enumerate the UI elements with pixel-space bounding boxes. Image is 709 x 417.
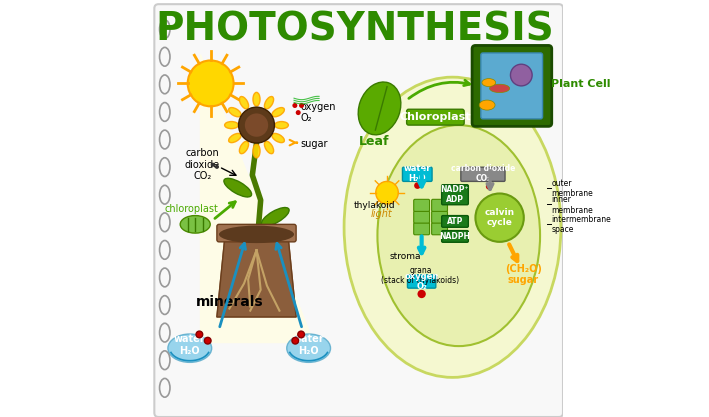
Text: Leaf: Leaf <box>359 135 390 148</box>
Circle shape <box>298 331 304 338</box>
Circle shape <box>299 103 304 108</box>
Circle shape <box>476 193 524 242</box>
Text: grana
(stack of thylakoids): grana (stack of thylakoids) <box>381 266 459 286</box>
FancyBboxPatch shape <box>481 53 542 119</box>
Ellipse shape <box>228 133 241 143</box>
Text: carbon
dioxide
CO₂: carbon dioxide CO₂ <box>185 148 220 181</box>
Ellipse shape <box>286 334 330 362</box>
FancyBboxPatch shape <box>414 211 430 223</box>
Text: light: light <box>371 209 393 219</box>
Text: Chloroplast: Chloroplast <box>400 112 471 122</box>
Text: sugar: sugar <box>301 139 328 149</box>
Ellipse shape <box>274 121 289 129</box>
FancyBboxPatch shape <box>461 167 505 181</box>
Text: oxygen
O₂: oxygen O₂ <box>404 272 439 291</box>
Circle shape <box>414 182 421 189</box>
Text: water
H₂O: water H₂O <box>174 334 206 356</box>
FancyBboxPatch shape <box>472 45 552 126</box>
Ellipse shape <box>253 144 260 158</box>
Ellipse shape <box>219 226 294 243</box>
Text: intermembrane
space: intermembrane space <box>552 215 611 234</box>
Text: ATP: ATP <box>447 217 463 226</box>
Circle shape <box>292 103 297 108</box>
Text: Plant Cell: Plant Cell <box>552 79 611 89</box>
Ellipse shape <box>180 216 210 233</box>
Circle shape <box>486 183 493 190</box>
Ellipse shape <box>224 178 252 197</box>
Text: minerals: minerals <box>196 295 263 309</box>
FancyBboxPatch shape <box>442 185 469 205</box>
Ellipse shape <box>168 334 212 362</box>
Text: thylakoid: thylakoid <box>354 201 396 210</box>
Polygon shape <box>200 54 313 342</box>
Ellipse shape <box>264 96 274 109</box>
Ellipse shape <box>264 141 274 154</box>
Circle shape <box>204 337 211 344</box>
FancyBboxPatch shape <box>432 223 447 235</box>
Ellipse shape <box>358 82 401 135</box>
Text: NADPH: NADPH <box>440 232 471 241</box>
Ellipse shape <box>253 93 260 106</box>
FancyBboxPatch shape <box>414 199 430 211</box>
Text: stroma: stroma <box>390 252 421 261</box>
FancyBboxPatch shape <box>407 109 464 125</box>
Ellipse shape <box>479 100 495 110</box>
Text: calvin
cycle: calvin cycle <box>484 208 515 227</box>
Ellipse shape <box>228 108 241 117</box>
Circle shape <box>211 163 215 167</box>
Ellipse shape <box>377 125 540 346</box>
Ellipse shape <box>240 96 249 109</box>
Circle shape <box>196 331 203 338</box>
Text: carbon dioxide
CO₂: carbon dioxide CO₂ <box>451 164 515 183</box>
Circle shape <box>245 113 268 137</box>
FancyBboxPatch shape <box>414 223 430 235</box>
Circle shape <box>296 110 301 115</box>
Ellipse shape <box>510 64 532 86</box>
Ellipse shape <box>490 84 510 93</box>
FancyBboxPatch shape <box>155 4 563 417</box>
Text: (CH₂O)
sugar: (CH₂O) sugar <box>505 264 542 285</box>
Polygon shape <box>217 234 296 317</box>
Ellipse shape <box>344 77 561 377</box>
Text: water
H₂O: water H₂O <box>403 164 431 183</box>
FancyBboxPatch shape <box>217 224 296 242</box>
FancyBboxPatch shape <box>432 211 447 223</box>
Ellipse shape <box>272 133 284 143</box>
Text: chloroplast: chloroplast <box>164 204 218 214</box>
Ellipse shape <box>240 141 249 154</box>
Text: NADP⁺
ADP: NADP⁺ ADP <box>441 185 469 204</box>
Text: PHOTOSYNTHESIS: PHOTOSYNTHESIS <box>155 10 554 48</box>
Circle shape <box>215 165 219 169</box>
FancyBboxPatch shape <box>403 167 432 181</box>
Circle shape <box>376 181 398 204</box>
Ellipse shape <box>272 108 284 117</box>
Text: outer
membrane: outer membrane <box>552 179 593 198</box>
FancyBboxPatch shape <box>442 231 469 242</box>
FancyBboxPatch shape <box>442 216 469 227</box>
Text: water
H₂O: water H₂O <box>293 334 325 356</box>
Circle shape <box>188 60 233 106</box>
Ellipse shape <box>482 78 496 87</box>
Ellipse shape <box>225 121 238 129</box>
FancyBboxPatch shape <box>432 199 447 211</box>
Circle shape <box>292 337 298 344</box>
Ellipse shape <box>262 208 289 226</box>
Circle shape <box>418 290 426 298</box>
Text: inner
membrane: inner membrane <box>552 196 593 215</box>
Text: oxygen
O₂: oxygen O₂ <box>301 102 336 123</box>
FancyBboxPatch shape <box>408 275 436 288</box>
Circle shape <box>238 107 274 143</box>
